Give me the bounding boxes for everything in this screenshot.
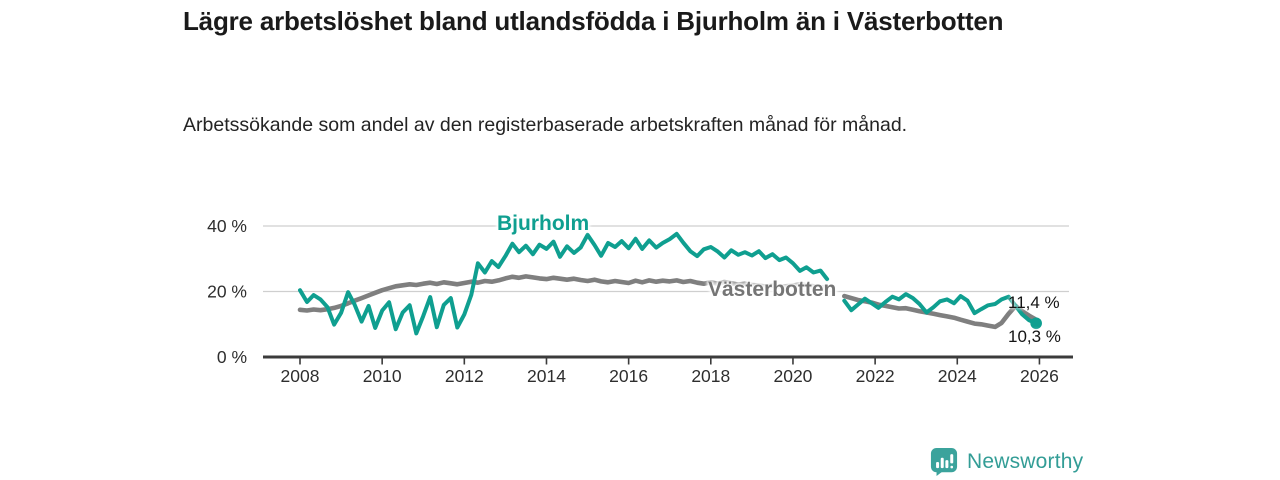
newsworthy-bubble-chart-icon	[930, 448, 958, 476]
bjurholm-line-segment-1	[298, 231, 830, 336]
x-tick-label-2022: 2022	[856, 366, 895, 386]
x-tick-label-2010: 2010	[363, 366, 402, 386]
chart-subtitle: Arbetssökande som andel av den registerb…	[183, 114, 908, 136]
x-tick-label-2012: 2012	[445, 366, 484, 386]
x-tick-label-2008: 2008	[281, 366, 320, 386]
x-tick-label-2026: 2026	[1020, 366, 1059, 386]
x-tick-label-2020: 2020	[773, 366, 812, 386]
brand-name: Newsworthy	[967, 450, 1084, 473]
bjurholm-end-dot	[1030, 317, 1042, 330]
y-tick-label: 20 %	[207, 282, 247, 302]
end-value-vasterbotten: 11,4 %	[1008, 293, 1060, 312]
y-tick-label: 40 %	[207, 216, 247, 236]
bjurholm-line-segment-2	[842, 292, 1039, 326]
x-tick-label-2014: 2014	[527, 366, 566, 386]
x-tick-label-2016: 2016	[609, 366, 648, 386]
series-label-bjurholm: Bjurholm	[497, 212, 590, 235]
newsworthy-logo: Newsworthy	[930, 447, 1083, 477]
series-label-vasterbotten: Västerbotten	[708, 278, 837, 301]
y-tick-label: 0 %	[217, 347, 247, 367]
end-value-bjurholm: 10,3 %	[1008, 327, 1061, 346]
x-tick-label-2024: 2024	[938, 366, 977, 386]
page-title: Lägre arbetslöshet bland utlandsfödda i …	[183, 6, 1004, 36]
x-tick-label-2018: 2018	[691, 366, 730, 386]
västerbotten-line-segment-1	[297, 274, 830, 313]
